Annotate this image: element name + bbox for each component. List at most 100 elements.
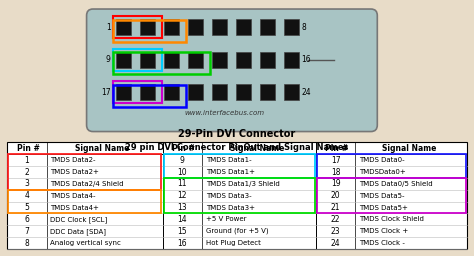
Text: 19: 19 [331,179,340,188]
Bar [113,52,210,74]
Text: TMDS Data0/5 Shield: TMDS Data0/5 Shield [359,181,433,187]
Text: 21: 21 [331,203,340,212]
Bar [284,51,300,68]
Bar [212,84,228,100]
Bar [188,84,203,100]
Bar [164,51,179,68]
Bar [188,19,203,35]
Bar [164,84,179,100]
Text: Signal Name: Signal Name [75,144,129,153]
Text: Signal Name: Signal Name [382,144,436,153]
Text: 3: 3 [24,179,29,188]
Text: 12: 12 [178,191,187,200]
Text: Analog vertical sync: Analog vertical sync [50,240,121,246]
Text: TMDS Data2+: TMDS Data2+ [50,169,99,175]
Bar [116,84,131,100]
Text: 16: 16 [178,239,187,248]
Text: 9: 9 [180,156,185,165]
Text: TMDS Clock Shield: TMDS Clock Shield [359,216,424,222]
Text: 4: 4 [24,191,29,200]
Text: DDC Data [SDA]: DDC Data [SDA] [50,228,106,234]
Bar [260,51,275,68]
Text: 11: 11 [178,179,187,188]
Bar [164,178,315,214]
Text: TMDS Data2-: TMDS Data2- [50,157,96,163]
Text: Pin #: Pin # [17,144,39,153]
FancyBboxPatch shape [87,9,377,132]
Bar [212,51,228,68]
Text: TMDS Data3-: TMDS Data3- [206,193,252,199]
Bar [113,49,162,71]
Text: Pin #: Pin # [326,144,348,153]
Bar [113,20,186,42]
Text: TMDS Data2/4 Shield: TMDS Data2/4 Shield [50,181,124,187]
Text: 7: 7 [24,227,29,236]
Bar [318,154,465,178]
Bar [284,84,300,100]
Text: 29 pin DVI Connector PinOut and Signal Names: 29 pin DVI Connector PinOut and Signal N… [125,143,349,152]
Text: TMDS Data0-: TMDS Data0- [359,157,405,163]
Text: 8: 8 [25,239,29,248]
Text: 16: 16 [301,55,311,64]
Bar [9,154,161,190]
Text: TMDS Data1+: TMDS Data1+ [206,169,255,175]
Bar [188,51,203,68]
Text: TMDS Data1-: TMDS Data1- [206,157,252,163]
Bar [140,84,155,100]
Text: Signal Name: Signal Name [229,144,284,153]
Bar [140,19,155,35]
Text: TMDS Data3+: TMDS Data3+ [206,205,255,210]
Bar [113,81,162,103]
Text: Ground (for +5 V): Ground (for +5 V) [206,228,268,234]
Text: 29-Pin DVI Connector: 29-Pin DVI Connector [178,129,296,139]
Text: 24: 24 [301,88,311,97]
Text: 24: 24 [331,239,340,248]
Text: TMDS Data5-: TMDS Data5- [359,193,405,199]
Bar [116,19,131,35]
Text: 5: 5 [24,203,29,212]
Text: 10: 10 [178,168,187,177]
Text: 23: 23 [331,227,340,236]
Text: TMDS Data1/3 Shield: TMDS Data1/3 Shield [206,181,280,187]
Bar [236,51,251,68]
Text: 9: 9 [106,55,110,64]
Text: 6: 6 [24,215,29,224]
Bar [212,19,228,35]
Bar [9,190,161,214]
Bar [116,51,131,68]
Bar [113,16,162,38]
Text: 8: 8 [301,23,306,31]
Bar [164,19,179,35]
Text: 18: 18 [331,168,340,177]
Text: Hot Plug Detect: Hot Plug Detect [206,240,261,246]
Bar [260,19,275,35]
Bar [284,19,300,35]
Text: TMDS Clock -: TMDS Clock - [359,240,405,246]
Text: 15: 15 [178,227,187,236]
Text: 22: 22 [331,215,340,224]
Text: DDC Clock [SCL]: DDC Clock [SCL] [50,216,108,223]
Text: TMDS Data4-: TMDS Data4- [50,193,96,199]
Bar [318,178,465,214]
Text: TMDS Clock +: TMDS Clock + [359,228,409,234]
Bar [236,84,251,100]
Text: 13: 13 [178,203,187,212]
Text: 2: 2 [25,168,29,177]
Text: www.interfacebus.com: www.interfacebus.com [184,110,264,116]
Bar [260,84,275,100]
Text: TMDSData0+: TMDSData0+ [359,169,406,175]
Text: 14: 14 [178,215,187,224]
Text: 17: 17 [331,156,340,165]
Text: Pin #: Pin # [172,144,195,153]
Text: 17: 17 [101,88,110,97]
Bar [236,19,251,35]
Text: TMDS Data5+: TMDS Data5+ [359,205,408,210]
Text: 1: 1 [25,156,29,165]
Bar [140,51,155,68]
Bar [164,154,315,178]
Text: 20: 20 [331,191,340,200]
Text: 1: 1 [106,23,110,31]
Text: +5 V Power: +5 V Power [206,216,246,222]
Bar [113,85,186,107]
Text: TMDS Data4+: TMDS Data4+ [50,205,99,210]
